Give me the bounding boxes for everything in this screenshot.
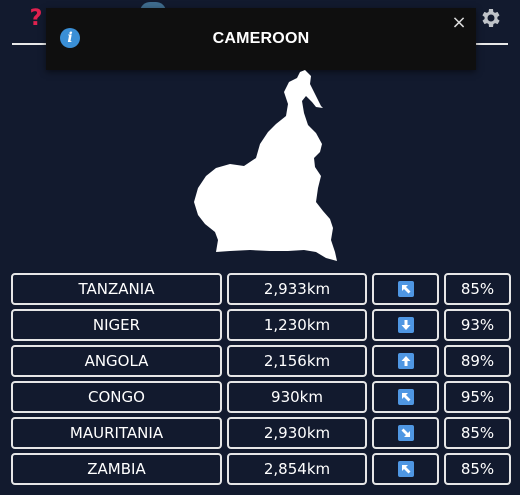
arrow-up-left-icon <box>397 389 414 405</box>
guess-distance: 2,933km <box>227 273 367 305</box>
guess-direction <box>372 453 439 485</box>
guess-proximity: 95% <box>444 381 511 413</box>
answer-country-name: CAMEROON <box>212 30 310 47</box>
guess-proximity: 93% <box>444 309 511 341</box>
guess-country: MAURITANIA <box>11 417 222 449</box>
guess-row: MAURITANIA 2,930km 85% <box>11 417 511 449</box>
guess-proximity: 89% <box>444 345 511 377</box>
guess-direction <box>372 381 439 413</box>
guess-direction <box>372 345 439 377</box>
guess-distance: 930km <box>227 381 367 413</box>
gear-icon[interactable] <box>478 6 502 30</box>
close-icon[interactable]: × <box>451 12 467 33</box>
guess-country: ANGOLA <box>11 345 222 377</box>
arrow-up-icon <box>397 353 414 369</box>
guess-row: NIGER 1,230km 93% <box>11 309 511 341</box>
arrow-down-right-icon <box>397 425 414 441</box>
guess-table: TANZANIA 2,933km 85% NIGER 1,230km 93% A… <box>11 273 511 489</box>
guess-distance: 2,930km <box>227 417 367 449</box>
guess-row: CONGO 930km 95% <box>11 381 511 413</box>
guess-country: CONGO <box>11 381 222 413</box>
guess-direction <box>372 417 439 449</box>
guess-row: ZAMBIA 2,854km 85% <box>11 453 511 485</box>
guess-distance: 2,854km <box>227 453 367 485</box>
country-silhouette <box>194 70 337 261</box>
arrow-up-left-icon <box>397 281 414 297</box>
arrow-down-icon <box>397 317 414 333</box>
guess-country: NIGER <box>11 309 222 341</box>
guess-distance: 1,230km <box>227 309 367 341</box>
guess-proximity: 85% <box>444 273 511 305</box>
guess-proximity: 85% <box>444 417 511 449</box>
guess-country: TANZANIA <box>11 273 222 305</box>
help-icon[interactable]: ? <box>29 6 43 31</box>
guess-country: ZAMBIA <box>11 453 222 485</box>
guess-row: ANGOLA 2,156km 89% <box>11 345 511 377</box>
guess-row: TANZANIA 2,933km 85% <box>11 273 511 305</box>
guess-distance: 2,156km <box>227 345 367 377</box>
answer-toast: i CAMEROON × <box>46 8 476 70</box>
arrow-up-left-icon <box>397 461 414 477</box>
globe-icon[interactable] <box>140 2 166 12</box>
guess-direction <box>372 273 439 305</box>
guess-proximity: 85% <box>444 453 511 485</box>
info-icon: i <box>60 28 80 48</box>
guess-direction <box>372 309 439 341</box>
